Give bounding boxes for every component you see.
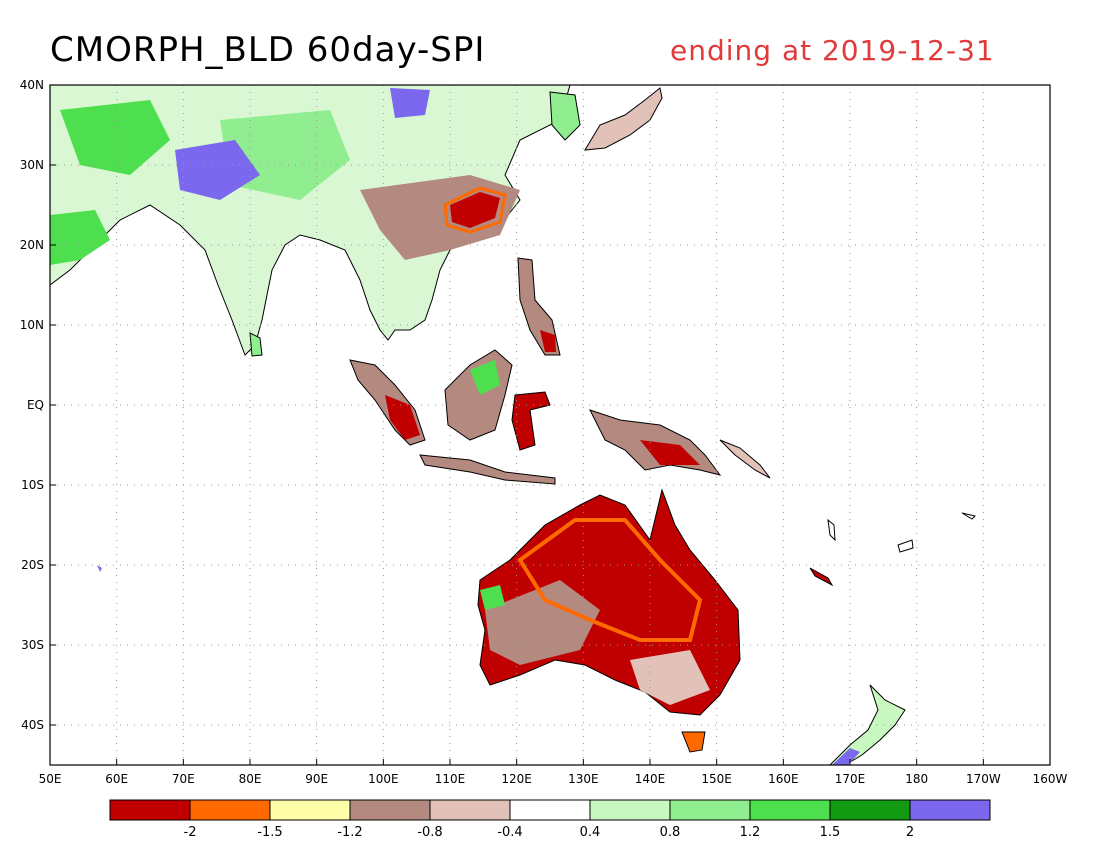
lon-tick-label: 70E: [172, 772, 195, 786]
colorbar-swatch: [269, 799, 351, 821]
colorbar-swatch: [669, 799, 751, 821]
land-borneo-green: [470, 360, 500, 395]
land-orange-ring: [443, 186, 507, 234]
lat-tick-label: 10S: [21, 478, 44, 492]
lon-tick-label: 50E: [39, 772, 62, 786]
colorbar-label: 1.5: [820, 825, 841, 840]
axis-ticks: 50E 60E 70E 80E 90E 100E 110E 120E 130E 140E 150E 1…: [20, 78, 1068, 786]
lon-tick-label: 170W: [966, 772, 1001, 786]
colorbar-label: -0.4: [497, 825, 522, 840]
island-fiji: [897, 539, 914, 553]
colorbar-swatch: [829, 799, 911, 821]
lat-tick-label: 40N: [20, 78, 44, 92]
colorbar-label: 1.2: [740, 825, 761, 840]
lon-tick-label: 160W: [1033, 772, 1068, 786]
land-purple-patch-2: [390, 88, 430, 118]
lon-tick-label: 120E: [501, 772, 532, 786]
island-new-caledonia: [809, 567, 834, 587]
land-tasmania: [681, 731, 706, 753]
lon-tick-label: 130E: [568, 772, 599, 786]
land-java: [419, 454, 556, 485]
colorbar-label: -1.2: [337, 825, 362, 840]
colorbar-swatch: [429, 799, 511, 821]
land-green-patch-1: [60, 100, 170, 175]
land-australia-brown-2: [630, 650, 710, 705]
lon-tick-label: 80E: [239, 772, 262, 786]
land-australia-orange: [517, 518, 703, 642]
map-date-subtitle: ending at 2019-12-31: [670, 34, 995, 67]
lat-tick-label: 30N: [20, 158, 44, 172]
map-gridlines: [50, 85, 1050, 765]
colorbar-label: 0.8: [660, 825, 681, 840]
colorbar-label: -2: [184, 825, 197, 840]
lon-tick-label: 180: [905, 772, 928, 786]
lat-tick-label: 40S: [21, 718, 44, 732]
land-sulawesi: [511, 391, 551, 451]
colorbar-swatch: [589, 799, 671, 821]
land-borneo: [444, 349, 513, 441]
spi-fields: [50, 85, 976, 765]
colorbar-swatch: [109, 799, 191, 821]
colorbar-label: -1.5: [257, 825, 282, 840]
land-red-south-china: [450, 192, 500, 228]
colorbar-swatch: [509, 799, 591, 821]
lon-tick-label: 170E: [835, 772, 866, 786]
colorbar-label: -0.8: [417, 825, 442, 840]
land-new-zealand-purple: [832, 748, 860, 765]
island-vanuatu: [827, 518, 836, 542]
lat-tick-label: EQ: [27, 398, 44, 412]
lon-tick-label: 140E: [635, 772, 666, 786]
lat-tick-label: 20N: [20, 238, 44, 252]
island-mauritius: [97, 565, 102, 572]
colorbar-swatch: [349, 799, 431, 821]
colorbar-label: 0.4: [580, 825, 601, 840]
land-australia-green: [480, 585, 505, 610]
lon-tick-label: 60E: [105, 772, 128, 786]
land-sumatra-red: [385, 395, 420, 440]
land-new-zealand: [829, 684, 906, 765]
lat-tick-label: 30S: [21, 638, 44, 652]
land-new-guinea-red: [640, 440, 700, 465]
land-japan: [584, 87, 663, 151]
land-purple-patch-1: [175, 140, 260, 200]
colorbar: -2 -1.5 -1.2 -0.8 -0.4 0.4 0.8 1.2 1.5 2: [109, 799, 991, 840]
land-philippines: [517, 257, 561, 356]
land-korea: [549, 91, 581, 141]
colorbar-swatch: [189, 799, 271, 821]
map-frame: [49, 84, 1051, 766]
land-green-india: [50, 210, 110, 265]
lon-tick-label: 90E: [305, 772, 328, 786]
lat-tick-label: 20S: [21, 558, 44, 572]
colorbar-label: 2: [906, 825, 914, 840]
colorbar-swatch: [909, 799, 991, 821]
lon-tick-label: 110E: [435, 772, 466, 786]
land-philippines-red: [540, 330, 556, 352]
map-title: CMORPH_BLD 60day-SPI: [50, 30, 486, 70]
lon-tick-label: 100E: [368, 772, 399, 786]
colorbar-swatch: [749, 799, 831, 821]
lon-tick-label: 150E: [701, 772, 732, 786]
island-samoa: [961, 512, 976, 520]
lat-tick-label: 10N: [20, 318, 44, 332]
island-solomon: [719, 439, 771, 479]
lon-tick-label: 160E: [768, 772, 799, 786]
land-australia-brown-1: [485, 580, 600, 665]
island-sri-lanka: [249, 332, 263, 357]
